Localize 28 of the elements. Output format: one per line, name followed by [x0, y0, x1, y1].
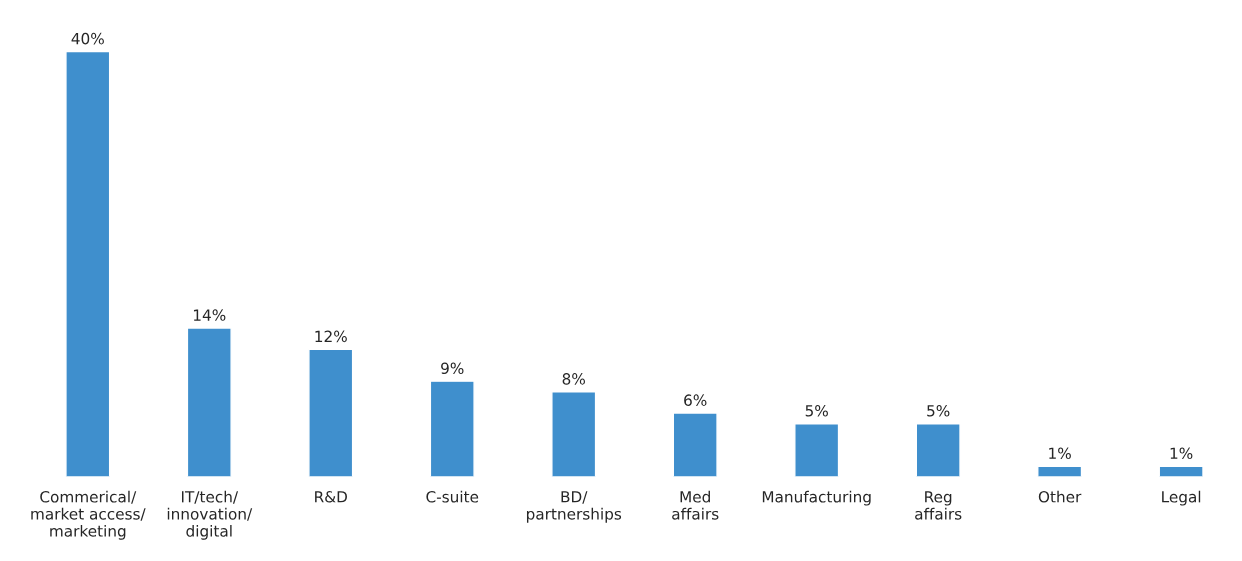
x-tick-label: R&D	[315, 491, 347, 503]
bar	[65, 50, 111, 477]
data-label: 40%	[71, 32, 104, 45]
data-label: 1%	[1170, 447, 1193, 460]
x-tick-label: IT/tech/ innovation/ digital	[167, 490, 253, 540]
bar	[672, 412, 718, 477]
data-label: 1%	[1049, 447, 1071, 460]
data-label: 8%	[562, 373, 585, 385]
x-tick-label: Legal	[1162, 490, 1201, 506]
x-tick-label: Manufacturing	[762, 490, 871, 506]
data-label: 9%	[441, 362, 464, 375]
bar	[915, 422, 961, 477]
x-tick-label: BD/ partnerships	[526, 491, 622, 523]
x-tick-label: Reg affairs	[915, 491, 962, 520]
x-tick-label: Commerical/ market access/ marketing	[31, 490, 146, 540]
x-tick-label: Med affairs	[672, 490, 719, 520]
bar	[551, 391, 597, 477]
bar	[308, 348, 354, 477]
data-label: 12%	[315, 330, 347, 343]
x-tick-label: Other	[1038, 490, 1082, 503]
data-label: 6%	[684, 394, 707, 406]
bar	[794, 422, 840, 477]
data-label: 5%	[805, 405, 828, 417]
data-label: 14%	[193, 309, 226, 321]
data-label: 5%	[927, 405, 950, 417]
bar	[186, 327, 232, 477]
bar	[429, 380, 475, 477]
x-tick-label: C-suite	[426, 490, 479, 503]
